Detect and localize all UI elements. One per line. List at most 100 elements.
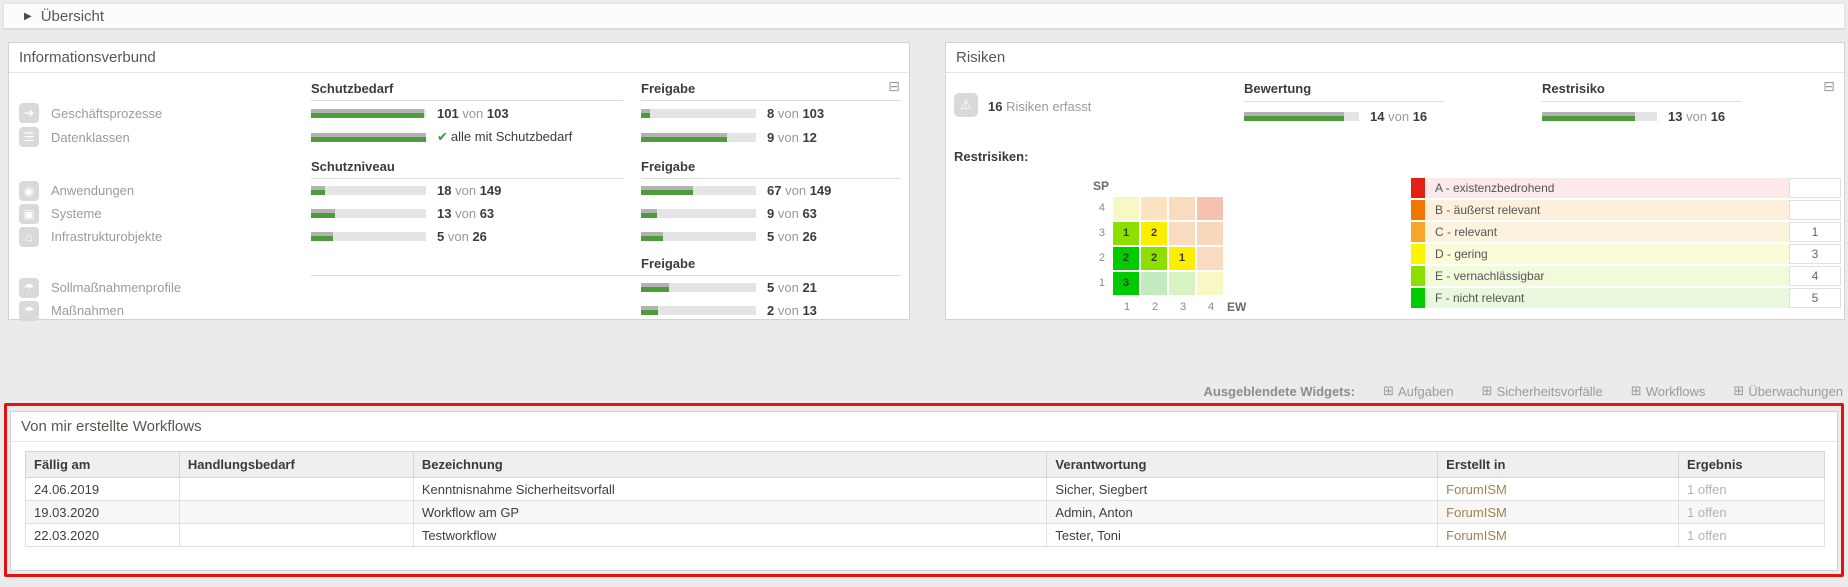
- add-widget-sicherheitsvorfaelle[interactable]: ⊞ Sicherheitsvorfälle: [1481, 383, 1603, 399]
- sidebar-item-massnahmen[interactable]: ☂ Maßnahmen: [19, 300, 311, 321]
- plus-box-icon: ⊞: [1630, 383, 1642, 398]
- col-faellig-am[interactable]: Fällig am: [25, 451, 180, 478]
- panel-title: Risiken: [946, 43, 1844, 73]
- measure-icon: ☂: [19, 300, 39, 321]
- progress-bar: [311, 108, 426, 118]
- category-count: [1789, 200, 1841, 220]
- progress-value: 18 von 149: [437, 183, 502, 198]
- sidebar-item-anwendungen[interactable]: ◉ Anwendungen: [19, 180, 311, 201]
- matrix-cell: [1197, 272, 1223, 295]
- workflows-panel: Von mir erstellte Workflows Fällig am Ha…: [10, 411, 1838, 571]
- risk-alert-icon: ⚠: [954, 93, 978, 117]
- section-header-freigabe: Freigabe: [641, 81, 901, 101]
- add-widget-ueberwachungen[interactable]: ⊞ Überwachungen: [1733, 383, 1843, 399]
- cell-ergebnis: 1 offen: [1678, 523, 1825, 547]
- y-axis-label: SP: [1093, 179, 1110, 193]
- progress-bar: [641, 108, 756, 118]
- progress-value: 2 von 13: [767, 303, 817, 318]
- info-row-infrastrukturobjekte: ⌂ Infrastrukturobjekte 5 von 26 5 von 26: [9, 225, 909, 248]
- annotation-highlight-border: [4, 403, 1844, 577]
- progress-bar: [1244, 112, 1359, 121]
- col-handlungsbedarf[interactable]: Handlungsbedarf: [178, 451, 414, 478]
- section-header-freigabe: Freigabe: [311, 256, 901, 276]
- sidebar-item-datenklassen[interactable]: ☰ Datenklassen: [19, 127, 311, 147]
- table-row[interactable]: 19.03.2020 Workflow am GP Admin, Anton F…: [25, 500, 1825, 524]
- infrastructure-icon: ⌂: [19, 226, 39, 247]
- caret-right-icon: ▶: [24, 10, 32, 22]
- progress-value: 9 von 63: [767, 206, 817, 221]
- category-count: [1789, 178, 1841, 198]
- cell-faellig: 22.03.2020: [25, 523, 180, 547]
- matrix-cell: [1141, 197, 1167, 220]
- progress-value: 14 von 16: [1370, 109, 1428, 124]
- cell-erstellt-in[interactable]: ForumISM: [1437, 477, 1680, 501]
- add-widget-aufgaben[interactable]: ⊞ Aufgaben: [1383, 383, 1454, 399]
- sidebar-item-geschaeftsprozesse[interactable]: ➔ Geschäftsprozesse: [19, 103, 311, 123]
- progress-value: 5 von 26: [767, 229, 817, 244]
- progress-bar: [641, 306, 756, 315]
- progress-value: 5 von 26: [437, 229, 487, 244]
- sidebar-item-sollmassnahmenprofile[interactable]: ☂ Sollmaßnahmenprofile: [19, 277, 311, 298]
- progress-bar: [311, 132, 426, 142]
- matrix-cell: 2: [1141, 222, 1167, 245]
- system-icon: ▣: [19, 203, 39, 224]
- info-row-systeme: ▣ Systeme 13 von 63 9 von 63: [9, 202, 909, 225]
- category-count: 5: [1789, 288, 1841, 308]
- plus-box-icon: ⊞: [1383, 383, 1394, 398]
- table-header-row: Fällig am Handlungsbedarf Bezeichnung Ve…: [25, 451, 1825, 478]
- progress-bar: [311, 232, 426, 241]
- business-process-icon: ➔: [19, 103, 39, 123]
- info-row-sollmassnahmenprofile: ☂ Sollmaßnahmenprofile 5 von 21: [9, 276, 909, 299]
- risk-category-row: D - gering 3: [1411, 244, 1841, 264]
- progress-bar: [641, 232, 756, 241]
- matrix-cell: [1141, 272, 1167, 295]
- sidebar-item-infrastrukturobjekte[interactable]: ⌂ Infrastrukturobjekte: [19, 226, 311, 247]
- progress-bar: [311, 209, 426, 218]
- add-widget-workflows[interactable]: ⊞ Workflows: [1630, 383, 1706, 399]
- progress-bar: [311, 186, 426, 195]
- data-class-icon: ☰: [19, 127, 39, 147]
- matrix-cell: 2: [1141, 247, 1167, 270]
- matrix-cell: [1169, 197, 1195, 220]
- category-swatch: [1411, 178, 1425, 198]
- category-count: 1: [1789, 222, 1841, 242]
- table-row[interactable]: 24.06.2019 Kenntnisnahme Sicherheitsvorf…: [25, 477, 1825, 501]
- col-ergebnis[interactable]: Ergebnis: [1678, 451, 1825, 478]
- col-verantwortung[interactable]: Verantwortung: [1046, 451, 1439, 478]
- category-swatch: [1411, 200, 1425, 220]
- matrix-cell: [1113, 197, 1139, 220]
- col-bezeichnung[interactable]: Bezeichnung: [412, 451, 1048, 478]
- measure-profile-icon: ☂: [19, 277, 39, 298]
- progress-value: 9 von 12: [767, 129, 817, 145]
- progress-bar: [641, 209, 756, 218]
- matrix-cell: 1: [1113, 222, 1139, 245]
- progress-bar: [1542, 112, 1657, 121]
- cell-handlungsbedarf: [178, 477, 414, 501]
- matrix-cell: [1197, 197, 1223, 220]
- restrisiko-column: Restrisiko 13 von 16: [1542, 81, 1742, 124]
- risk-count: 16 Risiken erfasst: [988, 99, 1092, 114]
- collapse-icon[interactable]: ⊟: [888, 78, 900, 94]
- x-axis-label: EW: [1227, 300, 1247, 314]
- col-erstellt-in[interactable]: Erstellt in: [1437, 451, 1680, 478]
- plus-box-icon: ⊞: [1733, 383, 1745, 398]
- cell-erstellt-in[interactable]: ForumISM: [1437, 500, 1680, 524]
- plus-box-icon: ⊞: [1481, 383, 1493, 398]
- table-row[interactable]: 22.03.2020 Testworkflow Tester, Toni For…: [25, 523, 1825, 547]
- sidebar-item-systeme[interactable]: ▣ Systeme: [19, 203, 311, 224]
- matrix-cell: 2: [1113, 247, 1139, 270]
- progress-value: 8 von 103: [767, 105, 825, 121]
- risk-legend: A - existenzbedrohend B - äußerst releva…: [1411, 178, 1841, 310]
- overview-accordion[interactable]: ▶ Übersicht: [3, 3, 1845, 30]
- collapse-icon[interactable]: ⊟: [1823, 78, 1835, 94]
- cell-bezeichnung: Testworkflow: [412, 523, 1048, 547]
- bewertung-column: Bewertung 14 von 16: [1244, 81, 1444, 124]
- cell-bezeichnung: Workflow am GP: [412, 500, 1048, 524]
- cell-erstellt-in[interactable]: ForumISM: [1437, 523, 1680, 547]
- matrix-cell: [1169, 222, 1195, 245]
- bewertung-header: Bewertung: [1244, 81, 1444, 102]
- restrisiko-header: Restrisiko: [1542, 81, 1742, 102]
- hidden-widgets-label: Ausgeblendete Widgets:: [1203, 383, 1356, 399]
- cell-handlungsbedarf: [178, 500, 414, 524]
- risiken-panel: Risiken ⊟ ⚠ 16 Risiken erfasst Bewertung…: [945, 42, 1845, 320]
